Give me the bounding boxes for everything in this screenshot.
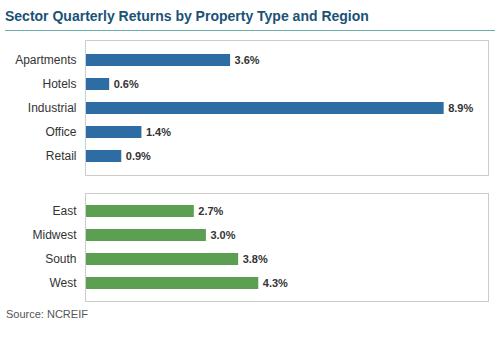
svg-text:0.9%: 0.9%: [126, 150, 151, 162]
svg-text:3.0%: 3.0%: [210, 229, 235, 241]
svg-text:3.8%: 3.8%: [243, 253, 268, 265]
svg-text:3.6%: 3.6%: [235, 54, 260, 66]
svg-text:8.9%: 8.9%: [448, 102, 473, 114]
svg-text:Industrial: Industrial: [28, 101, 77, 115]
svg-text:Midwest: Midwest: [32, 228, 77, 242]
html-text:Sector Quarterly Returns by Pr: Sector Quarterly Returns by Property Typ…: [5, 8, 369, 24]
svg-text:Retail: Retail: [46, 149, 77, 163]
svg-text:Hotels: Hotels: [42, 77, 76, 91]
svg-text:Office: Office: [45, 125, 76, 139]
svg-text:0.6%: 0.6%: [114, 78, 139, 90]
svg-text:1.4%: 1.4%: [146, 126, 171, 138]
svg-text:West: West: [49, 276, 77, 290]
svg-text:East: East: [52, 204, 77, 218]
html-text:Source: NCREIF: Source: NCREIF: [6, 308, 88, 320]
svg-text:Apartments: Apartments: [15, 53, 76, 67]
svg-text:South: South: [45, 252, 76, 266]
svg-text:2.7%: 2.7%: [198, 205, 223, 217]
svg-text:4.3%: 4.3%: [263, 277, 288, 289]
